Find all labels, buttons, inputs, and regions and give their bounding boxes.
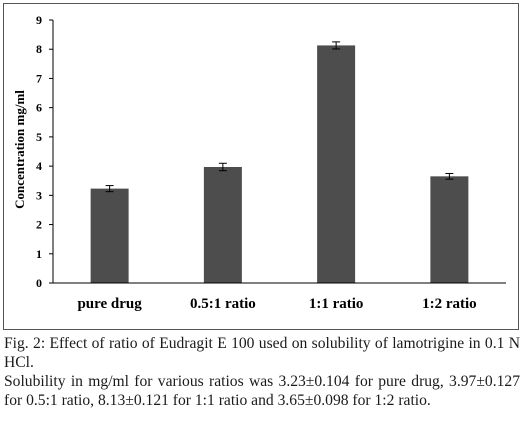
y-tick-label: 0 bbox=[36, 276, 42, 290]
y-tick-label: 4 bbox=[36, 159, 42, 173]
x-tick-label: pure drug bbox=[77, 296, 142, 312]
bar bbox=[203, 166, 242, 283]
x-tick-label: 1:2 ratio bbox=[422, 296, 477, 312]
figure-caption: Fig. 2: Effect of ratio of Eudragit E 10… bbox=[4, 334, 520, 410]
bar-chart: 0 1 2 3 4 5 6 7 8 9 pure drug 0.5:1 ratio 1:1 ratio… bbox=[12, 13, 506, 312]
bar bbox=[430, 176, 469, 283]
y-tick-label: 9 bbox=[36, 13, 42, 27]
x-tick-label: 1:1 ratio bbox=[309, 296, 364, 312]
y-axis-title: Concentration mg/ml bbox=[12, 90, 27, 209]
y-tick-label: 1 bbox=[36, 247, 42, 261]
x-tick-label: 0.5:1 ratio bbox=[190, 296, 256, 312]
bar bbox=[317, 45, 356, 283]
y-tick-label: 3 bbox=[36, 188, 42, 202]
x-axis-labels: pure drug 0.5:1 ratio 1:1 ratio 1:2 ratio bbox=[77, 296, 476, 312]
y-tick-label: 2 bbox=[36, 218, 42, 232]
bars bbox=[90, 45, 469, 283]
caption-text: Solubility in mg/ml for various ratios w… bbox=[4, 373, 520, 409]
y-tick-label: 6 bbox=[36, 101, 42, 115]
caption-title: Fig. 2: Effect of ratio of Eudragit E 10… bbox=[4, 335, 520, 371]
bar bbox=[90, 188, 129, 283]
y-axis-ticks: 0 1 2 3 4 5 6 7 8 9 bbox=[36, 13, 53, 290]
y-tick-label: 7 bbox=[36, 71, 42, 85]
y-tick-label: 5 bbox=[36, 130, 42, 144]
error-bars bbox=[105, 41, 454, 193]
y-tick-label: 8 bbox=[36, 42, 42, 56]
